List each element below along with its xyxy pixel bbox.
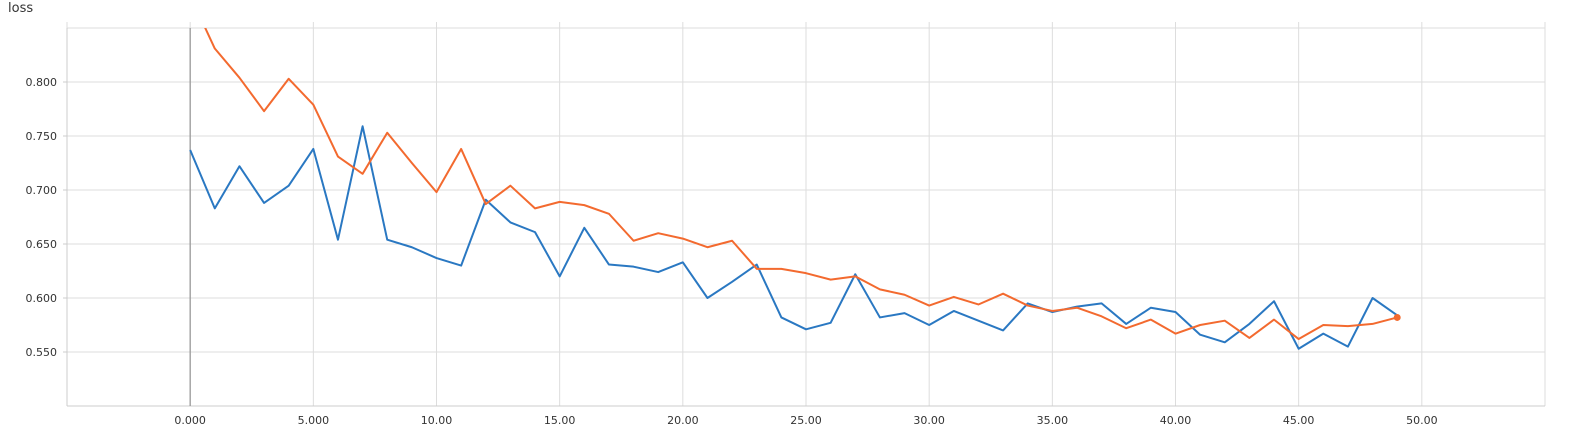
y-tick-label: 0.650 xyxy=(26,238,58,251)
x-tick-label: 50.00 xyxy=(1406,414,1438,427)
x-tick-label: 15.00 xyxy=(544,414,576,427)
y-tick-label: 0.550 xyxy=(26,346,58,359)
series-end-point xyxy=(1393,313,1401,321)
x-tick-label: 45.00 xyxy=(1283,414,1315,427)
axes xyxy=(63,28,1545,407)
y-tick-label: 0.750 xyxy=(26,130,58,143)
x-tick-label: 40.00 xyxy=(1160,414,1192,427)
chart-title: loss xyxy=(8,1,34,16)
tick-labels: 0.800 0.750 0.700 0.650 0.600 0.550 0.000 5.000… xyxy=(26,76,1438,427)
x-tick-label: 30.00 xyxy=(913,414,945,427)
x-tick-label: 5.000 xyxy=(298,414,330,427)
series-group xyxy=(189,28,1401,350)
x-tick-label: 25.00 xyxy=(790,414,822,427)
y-tick-label: 0.700 xyxy=(26,184,58,197)
x-tick-label: 20.00 xyxy=(667,414,699,427)
x-tick-label: 10.00 xyxy=(421,414,453,427)
y-tick-label: 0.600 xyxy=(26,292,58,305)
grid xyxy=(66,22,1546,406)
series-line-2 xyxy=(204,28,1398,341)
y-tick-label: 0.800 xyxy=(26,76,58,89)
x-tick-label: 0.000 xyxy=(174,414,206,427)
x-tick-label: 35.00 xyxy=(1037,414,1069,427)
series-line-1 xyxy=(189,125,1398,350)
